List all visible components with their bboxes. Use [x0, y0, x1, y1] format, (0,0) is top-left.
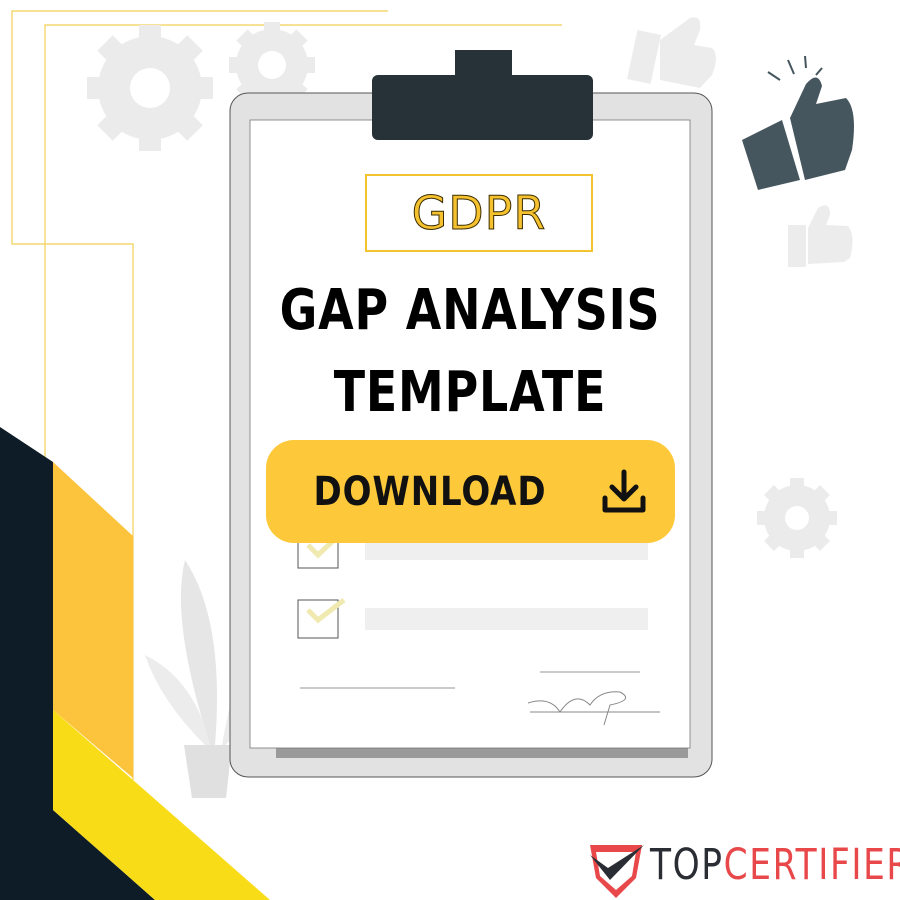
navy-corner-shape: [0, 427, 155, 900]
shield-check-icon: [590, 845, 644, 898]
clipboard-paper: [249, 119, 691, 749]
download-button[interactable]: DOWNLOAD: [266, 440, 675, 543]
gear-icon: [757, 478, 837, 558]
clipboard-clip: [372, 75, 593, 140]
gear-icon: [87, 25, 213, 151]
orange-band-shape: [53, 462, 133, 778]
page-title-line2: TEMPLATE: [333, 360, 607, 425]
signature: [527, 691, 660, 726]
page-title-line1: GAP ANALYSIS: [279, 278, 661, 343]
brand-part2: CERTIFIER: [723, 840, 900, 890]
brand-logo: TOPCERTIFIER: [650, 840, 900, 890]
gear-icon: [229, 22, 315, 108]
decorative-lines: [11, 10, 562, 780]
download-label: DOWNLOAD: [313, 468, 546, 515]
yellow-band-shape: [53, 710, 270, 900]
clipboard-shadow: [276, 748, 688, 758]
brand-part1: TOP: [650, 840, 724, 890]
gdpr-badge: GDPR: [365, 174, 593, 252]
gdpr-label: GDPR: [411, 186, 547, 241]
thumbs-up-icon: [627, 17, 716, 89]
thumbs-up-icon: [742, 55, 854, 190]
download-icon: [602, 469, 646, 512]
checklist: [297, 531, 660, 726]
thumbs-up-icon: [788, 205, 853, 267]
